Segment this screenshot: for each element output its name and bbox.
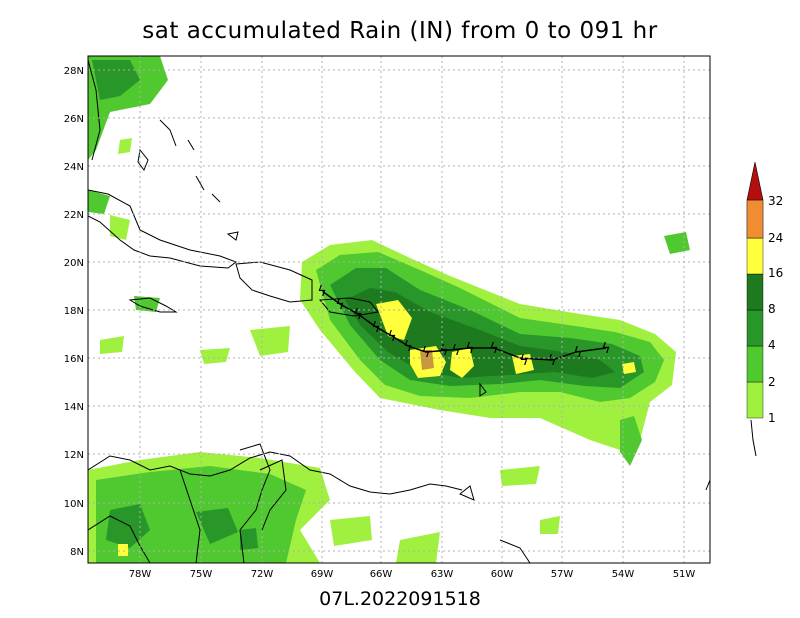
colorbar-swatch [746, 199, 764, 239]
lat-label: 16N [64, 354, 84, 365]
lat-label: 8N [70, 547, 84, 558]
storm-track [321, 290, 607, 361]
storm-position-icon: ϟ [371, 320, 380, 336]
lon-label: 60W [491, 569, 514, 580]
storm-position-icon: ϟ [519, 353, 528, 369]
colorbar-swatch [746, 381, 764, 419]
lat-label: 14N [64, 402, 84, 413]
colorbar-swatch [746, 273, 764, 311]
lat-label: 12N [64, 450, 84, 461]
lat-label: 24N [64, 162, 84, 173]
colorbar-max-arrow [746, 161, 764, 201]
map-grid [88, 56, 710, 563]
storm-position-icon: ϟ [547, 353, 556, 369]
storm-position-icon: ϟ [439, 343, 448, 359]
colorbar: 32 24 16 8 4 2 1 [746, 161, 783, 457]
map-title: sat accumulated Rain (IN) from 0 to 091 … [142, 18, 658, 44]
storm-position-icon: ϟ [421, 345, 430, 361]
colorbar-label: 4 [768, 338, 776, 352]
lon-label: 69W [311, 569, 334, 580]
lat-label: 18N [64, 306, 84, 317]
rain-swath [300, 240, 676, 466]
lon-label: 54W [612, 569, 635, 580]
lon-label: 66W [370, 569, 393, 580]
storm-position-icon: ϟ [335, 297, 344, 313]
lon-label: 78W [129, 569, 152, 580]
colorbar-label: 24 [768, 231, 783, 245]
storm-position-icon: ϟ [451, 343, 460, 359]
storm-position-icon: ϟ [387, 329, 396, 345]
lon-label: 63W [431, 569, 454, 580]
lat-label: 20N [64, 258, 84, 269]
lon-labels: 78W 75W 72W 69W 66W 63W 60W 57W 54W 51W [129, 569, 696, 580]
storm-position-icon: ϟ [601, 341, 610, 357]
storm-position-icon: ϟ [573, 345, 582, 361]
storm-id-footer: 07L.2022091518 [319, 588, 481, 610]
rain-scattered-south [88, 452, 560, 563]
lat-label: 28N [64, 66, 84, 77]
colorbar-label: 32 [768, 194, 783, 208]
lon-label: 51W [673, 569, 696, 580]
storm-position-icon: ϟ [489, 341, 498, 357]
lat-label: 22N [64, 210, 84, 221]
lon-label: 57W [551, 569, 574, 580]
lat-label: 10N [64, 499, 84, 510]
colorbar-swatch [746, 237, 764, 275]
storm-position-icon: ϟ [353, 307, 362, 323]
lon-label: 75W [190, 569, 213, 580]
lat-labels: 28N 26N 24N 22N 20N 18N 16N 14N 12N 10N … [64, 66, 84, 558]
lon-label: 72W [251, 569, 274, 580]
colorbar-label: 1 [768, 411, 776, 425]
colorbar-min-tail [750, 419, 757, 457]
storm-position-icon: ϟ [403, 339, 412, 355]
colorbar-label: 16 [768, 266, 783, 280]
colorbar-label: 8 [768, 302, 776, 316]
storm-position-icon: ϟ [465, 341, 474, 357]
map-frame [87, 55, 711, 564]
colorbar-swatch [746, 345, 764, 383]
colorbar-label: 2 [768, 375, 776, 389]
lat-label: 26N [64, 114, 84, 125]
colorbar-swatch [746, 309, 764, 347]
